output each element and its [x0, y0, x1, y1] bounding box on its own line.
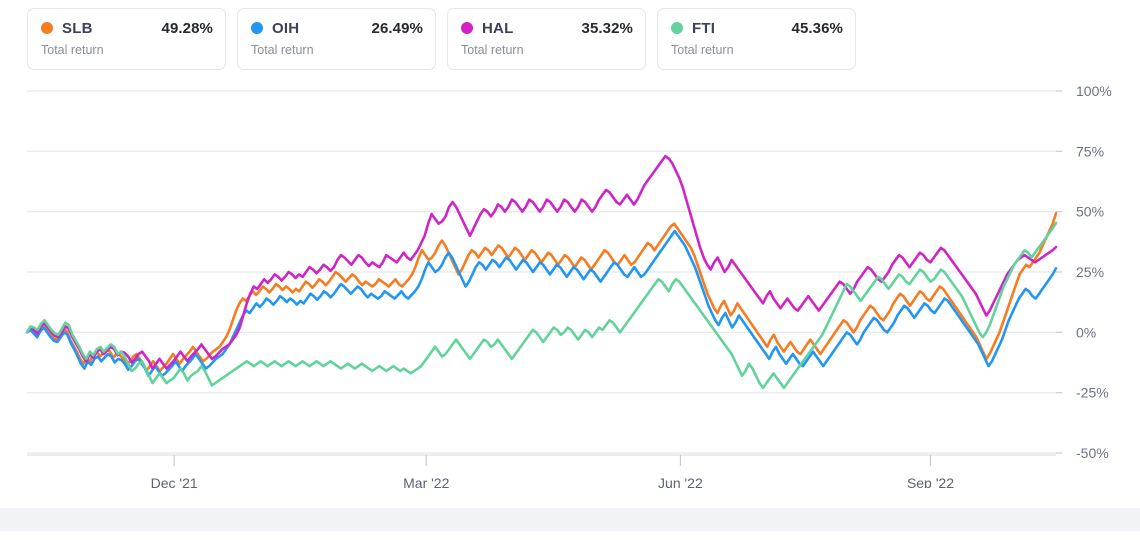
y-axis-label: 50%: [1076, 204, 1104, 220]
chart-area: 100% 75% 50% 25% 0% -25% -50% Dec '21 Mar '22 Jun…: [0, 78, 1140, 488]
legend-return-value: 26.49%: [371, 19, 423, 37]
x-axis-label: Jun '22: [658, 475, 703, 488]
legend-ticker-label: HAL: [482, 19, 514, 37]
legend-card-fti[interactable]: FTI 45.36% Total return: [657, 8, 856, 70]
legend-subtitle: Total return: [251, 43, 314, 57]
legend-card-header: SLB 49.28%: [41, 18, 213, 38]
legend-card-slb[interactable]: SLB 49.28% Total return: [27, 8, 226, 70]
series-line-slb: [25, 212, 1058, 373]
x-axis-label: Sep '22: [907, 475, 954, 488]
y-axis-label: 75%: [1076, 143, 1104, 159]
legend-return-value: 35.32%: [581, 19, 633, 37]
y-axis-label: -50%: [1076, 445, 1109, 461]
legend-ticker-label: OIH: [272, 19, 300, 37]
legend-subtitle: Total return: [461, 43, 524, 57]
legend-subtitle: Total return: [41, 43, 104, 57]
series-color-dot-icon: [461, 22, 473, 34]
legend-ticker-label: FTI: [692, 19, 716, 37]
x-axis-label: Dec '21: [151, 475, 198, 488]
legend-subtitle: Total return: [671, 43, 734, 57]
series-line-fti: [25, 221, 1058, 390]
series-line-oih: [25, 229, 1058, 378]
legend-card-header: OIH 26.49%: [251, 18, 423, 38]
legend-card-oih[interactable]: OIH 26.49% Total return: [237, 8, 436, 70]
y-axis-label: -25%: [1076, 385, 1109, 401]
series-line-hal: [25, 154, 1058, 370]
legend-card-hal[interactable]: HAL 35.32% Total return: [447, 8, 646, 70]
y-axis-label: 0%: [1076, 324, 1096, 340]
x-axis-label: Mar '22: [403, 475, 449, 488]
legend-return-value: 49.28%: [161, 19, 213, 37]
footer-band: [0, 508, 1140, 531]
series-color-dot-icon: [251, 22, 263, 34]
legend-card-row: SLB 49.28% Total return OIH 26.49% Total retu…: [27, 8, 856, 70]
legend-card-header: FTI 45.36%: [671, 18, 843, 38]
legend-ticker-label: SLB: [62, 19, 93, 37]
series-color-dot-icon: [41, 22, 53, 34]
y-axis-label: 25%: [1076, 264, 1104, 280]
y-axis-label: 100%: [1076, 83, 1112, 99]
series-color-dot-icon: [671, 22, 683, 34]
legend-card-header: HAL 35.32%: [461, 18, 633, 38]
total-return-line-chart[interactable]: 100% 75% 50% 25% 0% -25% -50% Dec '21 Mar '22 Jun…: [0, 78, 1140, 488]
legend-return-value: 45.36%: [791, 19, 843, 37]
